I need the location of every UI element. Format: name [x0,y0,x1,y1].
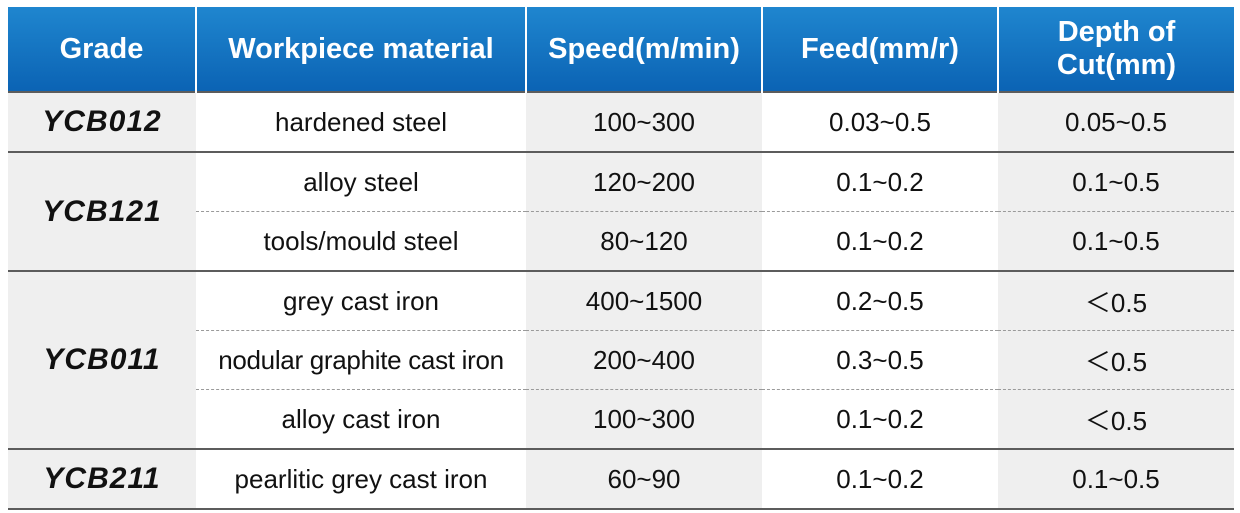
material-cell: nodular graphite cast iron [196,330,526,390]
speed-cell: 120~200 [526,151,762,212]
speed-cell: 200~400 [526,330,762,390]
header-feed: Feed(mm/r) [762,7,999,92]
speed-cell: 100~300 [526,91,762,152]
material-cell: alloy steel [196,151,526,212]
header-speed: Speed(m/min) [526,7,763,92]
feed-cell: 0.1~0.2 [762,211,998,271]
header-depth-of-cut: Depth of Cut(mm) [998,7,1234,92]
grade-cell: YCB011 [8,270,196,449]
depth-cell: 0.1~0.5 [998,211,1234,271]
header-workpiece-material: Workpiece material [196,7,527,92]
depth-cell: 0.05~0.5 [998,91,1234,152]
table-row: YCB012 hardened steel 100~300 0.03~0.5 0… [8,91,1234,152]
grade-cell: YCB121 [8,151,196,271]
speed-cell: 80~120 [526,211,762,271]
header-grade: Grade [8,7,197,92]
depth-cell: ＜0.5 [998,389,1234,449]
feed-cell: 0.3~0.5 [762,330,998,390]
table-row: nodular graphite cast iron 200~400 0.3~0… [8,330,1234,390]
feed-cell: 0.1~0.2 [762,389,998,449]
feed-cell: 0.2~0.5 [762,270,998,331]
speed-cell: 60~90 [526,448,762,510]
table-row: alloy cast iron 100~300 0.1~0.2 ＜0.5 [8,389,1234,449]
grade-cell: YCB211 [8,448,196,510]
depth-cell: 0.1~0.5 [998,151,1234,212]
material-cell: alloy cast iron [196,389,526,449]
depth-cell: ＜0.5 [998,270,1234,331]
material-cell: grey cast iron [196,270,526,331]
feed-cell: 0.1~0.2 [762,448,998,510]
table-row: YCB011 grey cast iron 400~1500 0.2~0.5 ＜… [8,270,1234,449]
material-cell: tools/mould steel [196,211,526,271]
material-cell: hardened steel [196,91,526,152]
speed-cell: 400~1500 [526,270,762,331]
table-row: YCB211 pearlitic grey cast iron 60~90 0.… [8,448,1234,510]
depth-cell: 0.1~0.5 [998,448,1234,510]
cutting-parameters-table: Grade Workpiece material Speed(m/min) Fe… [8,7,1234,510]
material-cell: pearlitic grey cast iron [196,448,526,510]
header-row: Grade Workpiece material Speed(m/min) Fe… [8,7,1234,92]
grade-cell: YCB012 [8,91,196,152]
feed-cell: 0.1~0.2 [762,151,998,212]
speed-cell: 100~300 [526,389,762,449]
feed-cell: 0.03~0.5 [762,91,998,152]
table-row: tools/mould steel 80~120 0.1~0.2 0.1~0.5 [8,211,1234,271]
table-row: YCB121 alloy steel 120~200 0.1~0.2 0.1~0… [8,151,1234,271]
depth-cell: ＜0.5 [998,330,1234,390]
